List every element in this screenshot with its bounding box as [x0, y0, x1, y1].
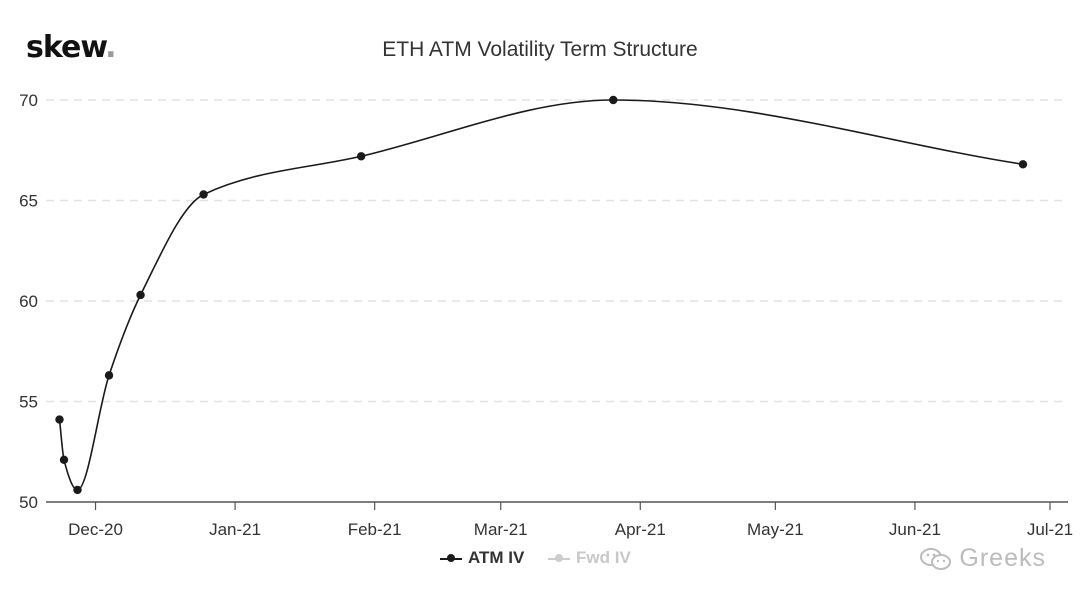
legend-item-fwd-iv[interactable]: Fwd IV	[548, 548, 631, 568]
data-point-0-0	[55, 415, 64, 424]
data-point-0-7	[609, 95, 618, 105]
brand-dot: .	[105, 30, 116, 65]
legend-symbol-fwd-iv	[548, 551, 570, 565]
x-tick-label-Apr-21: Apr-21	[615, 520, 666, 539]
data-point-0-4	[136, 290, 145, 300]
y-tick-label-60: 60	[19, 292, 38, 311]
x-tick-label-Dec-20: Dec-20	[68, 520, 123, 539]
data-point-0-6	[356, 152, 366, 161]
x-tick-label-Jul-21: Jul-21	[1027, 520, 1073, 539]
data-point-0-1	[59, 455, 69, 464]
data-point-0-8	[1018, 160, 1028, 169]
data-point-0-5	[199, 190, 208, 199]
watermark: Greeks	[919, 544, 1046, 573]
chart-title: ETH ATM Volatility Term Structure	[382, 38, 698, 61]
data-point-0-2	[73, 485, 82, 495]
legend-label-fwd-iv: Fwd IV	[576, 548, 631, 567]
x-tick-label-Jun-21: Jun-21	[889, 520, 941, 539]
y-tick-label-70: 70	[19, 91, 38, 110]
watermark-text: Greeks	[959, 544, 1046, 572]
data-point-0-3	[104, 371, 114, 380]
y-tick-label-65: 65	[19, 192, 38, 211]
x-tick-label-May-21: May-21	[747, 520, 804, 539]
y-tick-label-50: 50	[19, 493, 38, 512]
x-tick-label-Jan-21: Jan-21	[209, 520, 261, 539]
skew-logo: skew.	[26, 30, 117, 65]
legend-item-atm-iv[interactable]: ATM IV	[440, 548, 524, 568]
legend: ATM IV Fwd IV	[0, 548, 1080, 574]
legend-label-atm-iv: ATM IV	[468, 548, 525, 567]
wechat-icon	[919, 547, 953, 571]
legend-symbol-atm-iv	[440, 551, 462, 565]
x-tick-label-Mar-21: Mar-21	[474, 520, 528, 539]
series-line-0	[58, 99, 1024, 491]
brand-text: skew	[26, 30, 106, 65]
x-tick-label-Feb-21: Feb-21	[348, 520, 402, 539]
y-tick-label-55: 55	[19, 393, 38, 412]
